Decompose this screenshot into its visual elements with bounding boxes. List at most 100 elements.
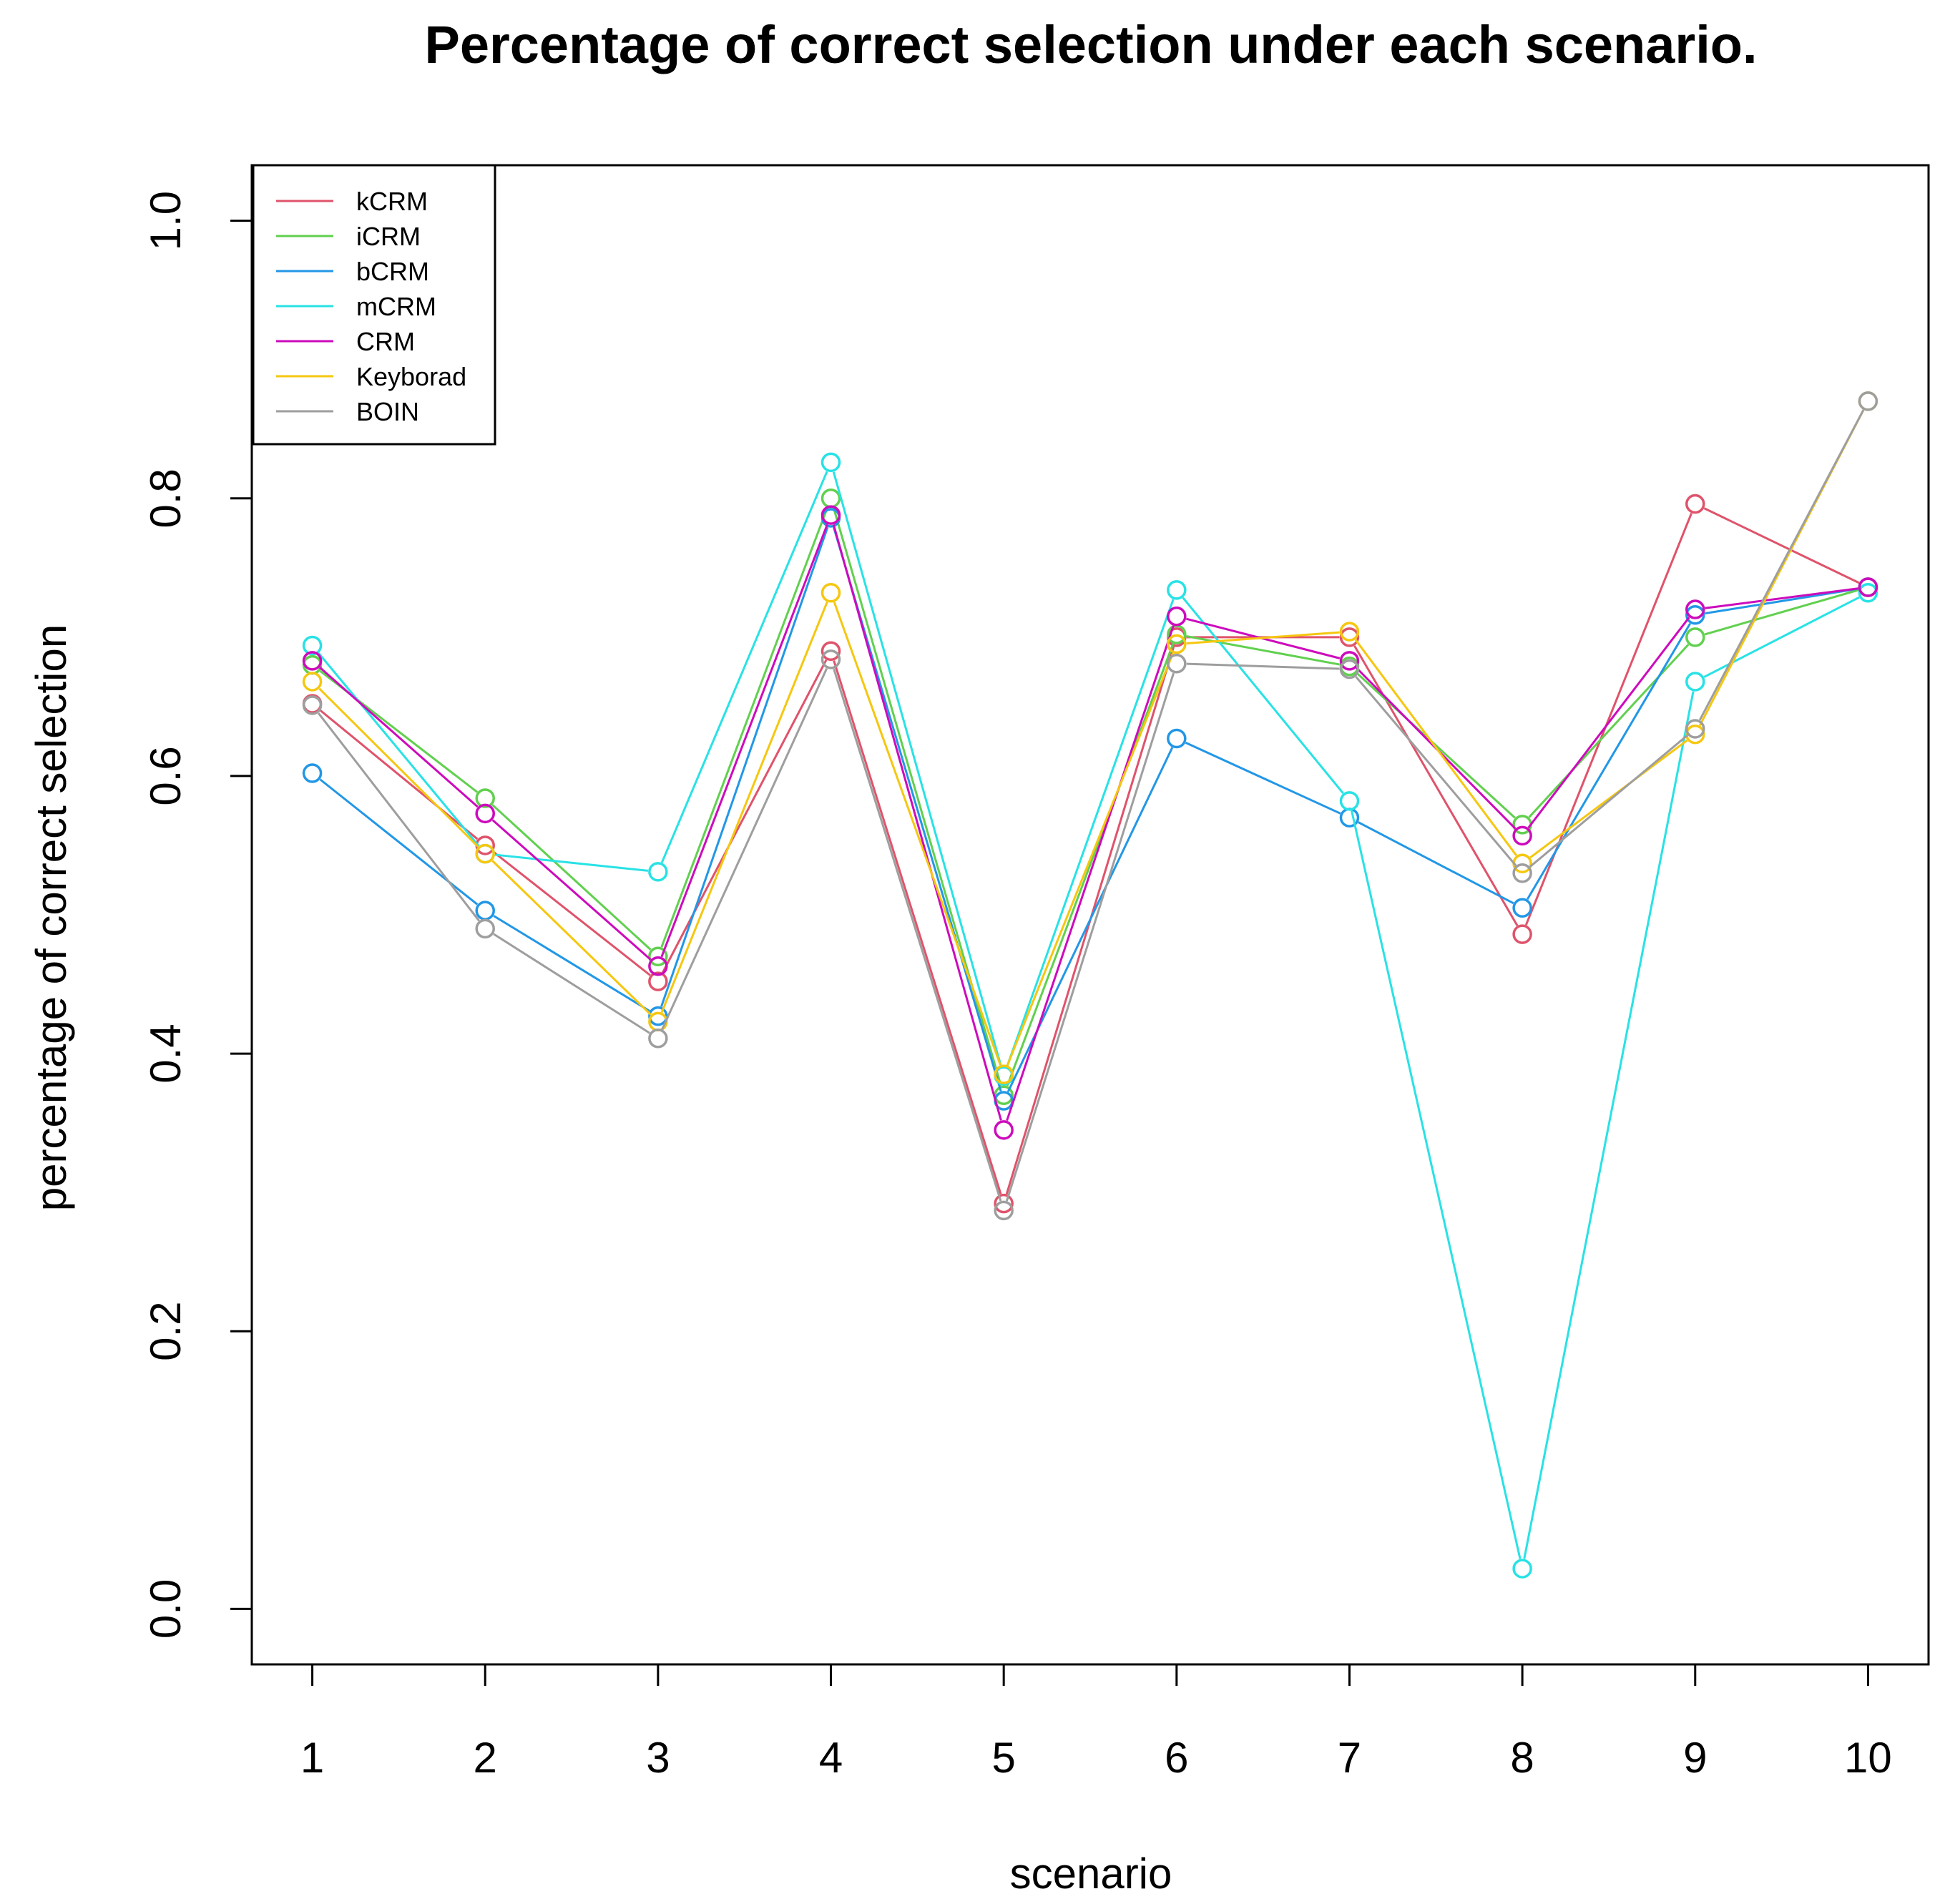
data-point <box>1167 634 1187 654</box>
data-point <box>648 971 668 991</box>
x-tick-label: 2 <box>474 1734 497 1782</box>
series-segment <box>1705 587 1858 609</box>
legend-label: Keyborad <box>356 362 466 391</box>
data-point <box>475 918 495 939</box>
series-segment <box>1006 599 1175 1067</box>
series-segment <box>318 687 479 848</box>
x-axis-label: scenario <box>1010 1850 1172 1898</box>
series-segment <box>832 524 1002 1121</box>
series-mcrm <box>302 452 1878 1579</box>
series-segment <box>1529 739 1688 859</box>
series-segment <box>660 524 828 958</box>
data-point <box>475 788 495 808</box>
legend-item-crm: CRM <box>276 327 415 356</box>
legend-label: iCRM <box>356 222 421 251</box>
series-segment <box>1526 623 1691 901</box>
data-point <box>1512 1559 1532 1579</box>
series-segment <box>660 602 828 1014</box>
data-point <box>475 901 495 921</box>
series-segment <box>1527 617 1690 829</box>
series-segment <box>1186 635 1340 666</box>
series-segment <box>492 850 651 976</box>
series-bcrm <box>302 508 1878 1111</box>
series-keyborad <box>302 391 1878 1084</box>
data-point <box>302 651 323 671</box>
data-point <box>1685 719 1705 739</box>
data-point <box>1167 606 1187 627</box>
series-segment <box>1182 597 1344 794</box>
series-segment <box>1698 409 1865 721</box>
legend-label: BOIN <box>356 397 419 426</box>
series-segment <box>493 915 650 1012</box>
x-axis: 1 2 3 4 5 6 7 8 9 10 <box>300 1663 1892 1782</box>
series-segment <box>1005 672 1175 1202</box>
data-point <box>648 1028 668 1049</box>
y-tick-label: 1.0 <box>142 191 190 250</box>
chart-title: Percentage of correct selection under ea… <box>424 15 1757 74</box>
y-axis: 0.0 0.2 0.4 0.6 0.8 1.0 <box>142 191 253 1639</box>
series-segment <box>491 804 652 951</box>
series-segment <box>1523 691 1695 1559</box>
legend-item-kcrm: kCRM <box>276 187 428 216</box>
data-point <box>820 489 841 509</box>
x-tick-label: 7 <box>1338 1734 1361 1782</box>
series-segment <box>1355 676 1517 867</box>
data-point <box>1858 391 1878 411</box>
data-point <box>994 1120 1014 1140</box>
data-point <box>1685 599 1705 619</box>
series-segment <box>318 652 480 847</box>
series-segment <box>494 853 649 872</box>
legend: kCRM iCRM bCRM mCRM CRM Keyborad BOIN <box>252 164 496 446</box>
y-tick-label: 0.2 <box>142 1302 190 1361</box>
data-point <box>994 1064 1014 1084</box>
data-point <box>1167 728 1187 749</box>
data-point <box>1685 724 1705 745</box>
y-tick-label: 0.8 <box>142 468 190 528</box>
legend-item-mcrm: mCRM <box>276 292 436 321</box>
series-segment <box>833 602 1001 1066</box>
x-tick-label: 8 <box>1510 1734 1534 1782</box>
series-segment <box>319 709 479 840</box>
legend-item-boin: BOIN <box>276 397 419 426</box>
x-tick-label: 1 <box>300 1734 324 1782</box>
legend-label: CRM <box>356 327 415 356</box>
legend-label: kCRM <box>356 187 428 216</box>
data-point <box>1685 605 1705 625</box>
series-segment <box>1351 810 1522 1559</box>
data-point <box>302 654 323 675</box>
data-point <box>1167 653 1187 674</box>
series-layer <box>302 391 1878 1579</box>
data-point <box>1685 494 1705 514</box>
data-point <box>1512 924 1532 944</box>
series-segment <box>1529 734 1688 868</box>
series-segment <box>832 471 1002 1067</box>
series-segment <box>1704 589 1859 636</box>
data-point <box>1339 651 1360 671</box>
series-segment <box>1705 587 1858 615</box>
x-tick-label: 9 <box>1683 1734 1707 1782</box>
data-point <box>1339 622 1360 642</box>
data-point <box>820 452 841 473</box>
series-segment <box>661 668 828 1030</box>
series-segment <box>1524 512 1692 926</box>
series-segment <box>1358 821 1514 905</box>
series-segment <box>660 507 828 948</box>
series-segment <box>1006 625 1175 1122</box>
x-tick-label: 5 <box>991 1734 1015 1782</box>
series-segment <box>1185 741 1341 815</box>
data-point <box>1685 672 1705 692</box>
series-segment <box>660 526 829 1007</box>
legend-box <box>252 164 496 446</box>
series-segment <box>1186 631 1340 645</box>
data-point <box>648 946 668 966</box>
series-segment <box>319 666 479 808</box>
data-point <box>1512 825 1532 846</box>
y-tick-label: 0.4 <box>142 1024 190 1083</box>
data-point <box>1858 582 1878 603</box>
series-segment <box>491 860 652 1016</box>
data-point <box>648 956 668 976</box>
data-point <box>1858 577 1878 597</box>
data-point <box>302 635 323 656</box>
data-point <box>1339 791 1360 811</box>
